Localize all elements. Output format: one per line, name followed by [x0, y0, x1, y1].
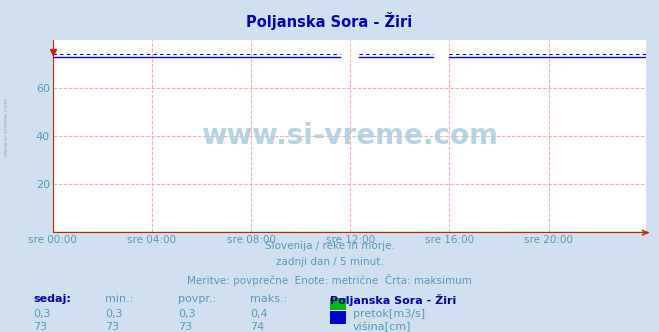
- Text: 0,3: 0,3: [33, 309, 51, 319]
- Text: 73: 73: [33, 322, 47, 332]
- Text: www.si-vreme.com: www.si-vreme.com: [201, 122, 498, 150]
- Text: 0,3: 0,3: [178, 309, 196, 319]
- Text: povpr.:: povpr.:: [178, 294, 216, 304]
- Text: Poljanska Sora - Žiri: Poljanska Sora - Žiri: [330, 294, 456, 306]
- Text: 73: 73: [178, 322, 192, 332]
- Text: maks.:: maks.:: [250, 294, 288, 304]
- Text: sedaj:: sedaj:: [33, 294, 71, 304]
- Text: višina[cm]: višina[cm]: [353, 322, 411, 332]
- Text: Slovenija / reke in morje.: Slovenija / reke in morje.: [264, 241, 395, 251]
- Text: 74: 74: [250, 322, 265, 332]
- Text: 73: 73: [105, 322, 119, 332]
- Text: min.:: min.:: [105, 294, 134, 304]
- Text: 0,3: 0,3: [105, 309, 123, 319]
- Text: pretok[m3/s]: pretok[m3/s]: [353, 309, 424, 319]
- Text: Poljanska Sora - Žiri: Poljanska Sora - Žiri: [246, 12, 413, 30]
- Text: 0,4: 0,4: [250, 309, 268, 319]
- Text: Meritve: povprečne  Enote: metrične  Črta: maksimum: Meritve: povprečne Enote: metrične Črta:…: [187, 274, 472, 286]
- Text: www.si-vreme.com: www.si-vreme.com: [3, 96, 9, 156]
- Text: zadnji dan / 5 minut.: zadnji dan / 5 minut.: [275, 257, 384, 267]
